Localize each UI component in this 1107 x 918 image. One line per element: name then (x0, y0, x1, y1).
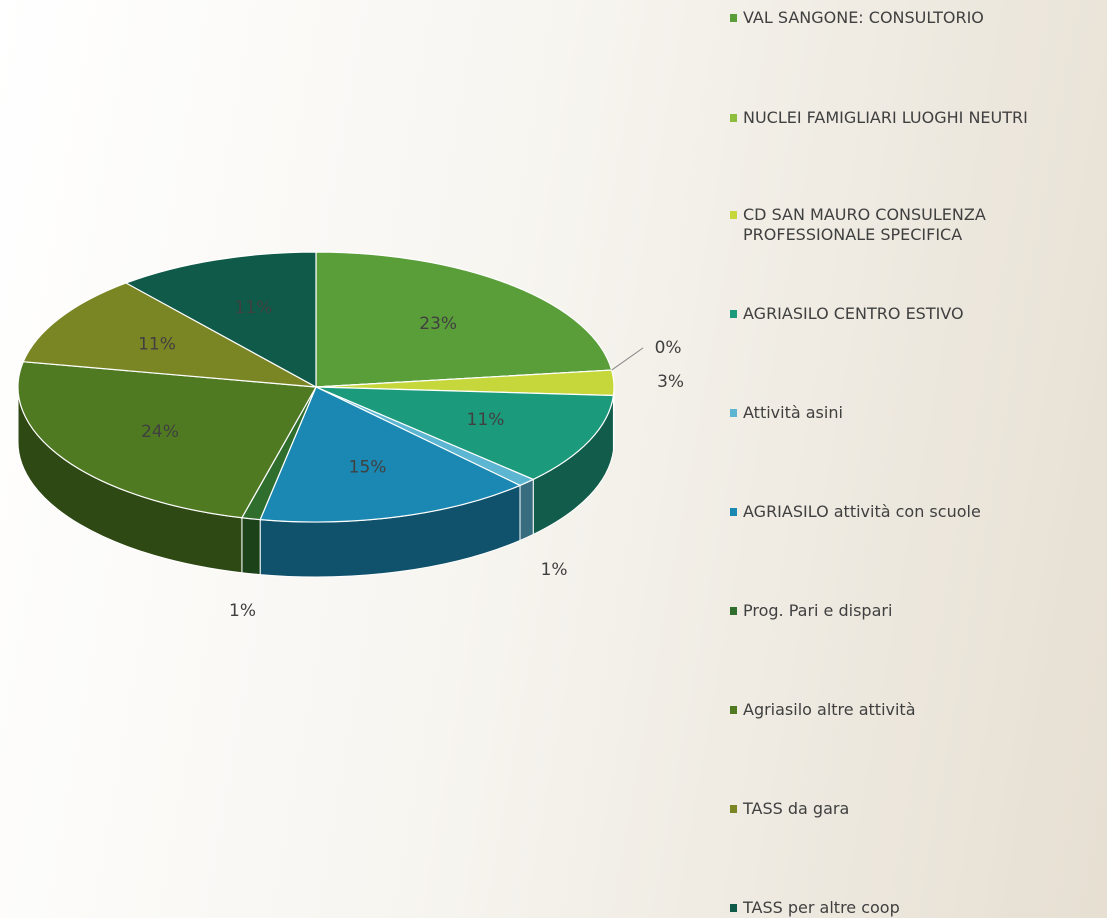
data-label: 1% (541, 560, 568, 580)
legend-item: NUCLEI FAMIGLIARI LUOGHI NEUTRI (730, 108, 1100, 128)
legend-label: TASS per altre coop (743, 898, 900, 917)
leader-line (611, 347, 644, 371)
legend-item: Attività asini (730, 403, 1100, 423)
slice (22, 282, 317, 388)
legend-label: Prog. Pari e dispari (743, 601, 893, 620)
legend-swatch (730, 211, 737, 219)
slice (259, 386, 522, 523)
legend-swatch (730, 14, 737, 22)
data-label: 11% (138, 334, 176, 354)
legend-item: Agriasilo altre attività (730, 700, 1100, 720)
data-label: 23% (419, 314, 457, 334)
legend-item: AGRIASILO CENTRO ESTIVO (730, 304, 1100, 324)
slice-side (519, 478, 534, 542)
legend-label: CD SAN MAURO CONSULENZA PROFESSIONALE SP… (743, 205, 986, 244)
legend-label: AGRIASILO attività con scuole (743, 502, 981, 521)
slice (17, 361, 317, 519)
legend-item: AGRIASILO attività con scuole (730, 502, 1100, 522)
legend-item: VAL SANGONE: CONSULTORIO (730, 8, 1100, 28)
legend-swatch (730, 508, 737, 516)
data-label: 15% (349, 457, 387, 477)
legend-label: Agriasilo altre attività (743, 700, 916, 719)
legend-swatch (730, 805, 737, 813)
legend-item: Prog. Pari e dispari (730, 601, 1100, 621)
data-label: 0% (655, 338, 682, 358)
legend-swatch (730, 114, 737, 122)
slice-side (241, 517, 261, 576)
data-label: 11% (235, 298, 273, 318)
legend-swatch (730, 310, 737, 318)
data-label: 1% (229, 601, 256, 621)
slice (124, 251, 317, 389)
legend-item: TASS da gara (730, 799, 1100, 819)
legend-swatch (730, 904, 737, 912)
legend-swatch (730, 607, 737, 615)
slice (315, 251, 613, 388)
slice (315, 386, 615, 481)
chart: 23% 0% 3% 11% 1% 15% 1% 24% 11% 11% (17, 251, 684, 621)
legend-item: TASS per altre coop (730, 898, 1100, 918)
legend-label: VAL SANGONE: CONSULTORIO (743, 8, 984, 27)
legend-label: TASS da gara (743, 799, 850, 818)
legend-item: CD SAN MAURO CONSULENZA PROFESSIONALE SP… (730, 205, 1100, 245)
legend-label: NUCLEI FAMIGLIARI LUOGHI NEUTRI (743, 108, 1028, 127)
legend-swatch (730, 706, 737, 714)
legend-label: AGRIASILO CENTRO ESTIVO (743, 304, 964, 323)
data-label: 24% (141, 422, 179, 442)
data-label: 3% (657, 372, 684, 392)
data-label: 11% (467, 410, 505, 430)
legend-label: Attività asini (743, 403, 843, 422)
legend-swatch (730, 409, 737, 417)
